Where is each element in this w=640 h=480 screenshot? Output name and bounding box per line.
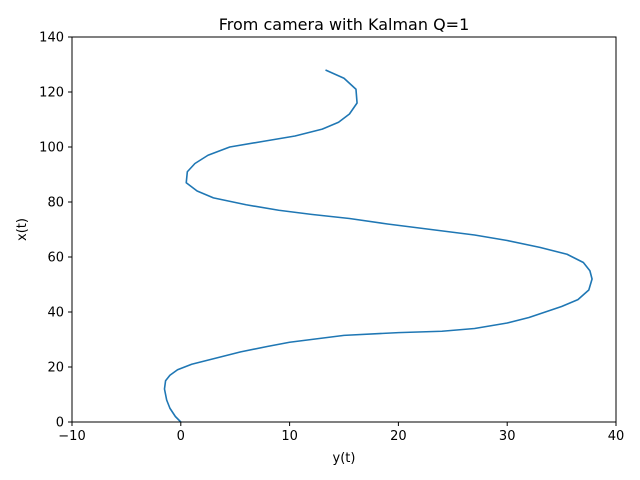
y-tick-label: 140 [39, 31, 64, 46]
x-tick-label: 40 [608, 429, 625, 444]
y-tick-label: 40 [47, 306, 64, 321]
x-axis-ticks: −10 0 10 20 30 40 [58, 422, 624, 444]
y-tick-label: 0 [56, 416, 64, 431]
plot-area [72, 37, 616, 422]
x-tick-label: −10 [58, 429, 85, 444]
plot-frame [71, 36, 617, 423]
y-tick-label: 80 [47, 196, 64, 211]
x-tick-label: 20 [390, 429, 407, 444]
series-line-0 [163, 69, 593, 423]
x-tick-label: 30 [499, 429, 516, 444]
y-axis-ticks: 0 20 40 60 80 100 120 140 [39, 31, 72, 431]
series-layer [163, 69, 593, 423]
y-axis-title: x(t) [15, 218, 30, 241]
y-tick-label: 20 [47, 361, 64, 376]
x-tick-label: 10 [281, 429, 298, 444]
y-tick-label: 100 [39, 141, 64, 156]
x-tick-label: 0 [177, 429, 185, 444]
y-tick-label: 120 [39, 86, 64, 101]
chart-title: From camera with Kalman Q=1 [219, 15, 470, 34]
x-axis-title: y(t) [333, 451, 356, 466]
y-tick-label: 60 [47, 251, 64, 266]
